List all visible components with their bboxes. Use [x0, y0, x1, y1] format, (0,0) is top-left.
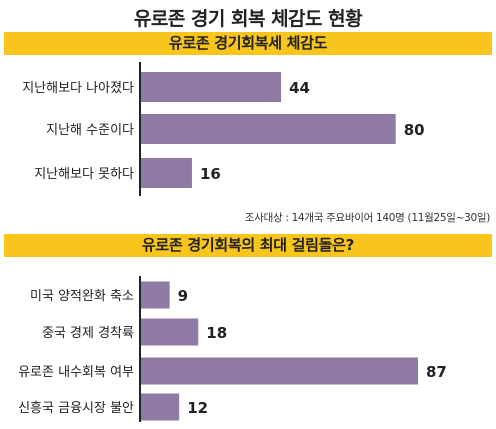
chart2-value-label: 18 [206, 324, 227, 342]
chart2-value-label: 9 [178, 287, 188, 305]
chart1-value-label: 80 [404, 121, 425, 139]
chart1-bar [141, 158, 192, 188]
chart2-category-label: 신흥국 금융시장 불안 [18, 401, 134, 416]
chart1-category-label: 지난해보다 못하다 [34, 167, 134, 182]
chart1-category-label: 지난해보다 나아졌다 [22, 81, 134, 96]
chart1-value-label: 44 [289, 79, 310, 97]
survey-source-note: 조사대상 : 14개국 주요바이어 140명 (11월25일~30일) [244, 212, 490, 224]
chart2-title-banner: 유로존 경기회복의 최대 걸림돌은? [4, 234, 492, 257]
page-title: 유로존 경기 회복 체감도 현황 [133, 8, 363, 30]
chart2-bar [141, 281, 170, 309]
chart1-bar [141, 72, 282, 102]
chart2-value-label: 87 [426, 363, 447, 381]
chart2-category-label: 유로존 내수회복 여부 [18, 365, 134, 380]
chart2-bar [141, 393, 180, 421]
chart2-category-label: 미국 양적완화 축소 [30, 289, 134, 304]
chart1-bar [141, 114, 396, 144]
chart1-value-label: 16 [200, 165, 221, 183]
chart1-category-label: 지난해 수준이다 [46, 123, 134, 138]
chart2-category-label: 중국 경제 경착륙 [42, 326, 134, 341]
chart2-value-label: 12 [187, 399, 208, 417]
chart2-bar [141, 357, 418, 385]
chart1-title-banner: 유로존 경기회복세 체감도 [4, 32, 492, 55]
chart2-bar [141, 318, 199, 346]
